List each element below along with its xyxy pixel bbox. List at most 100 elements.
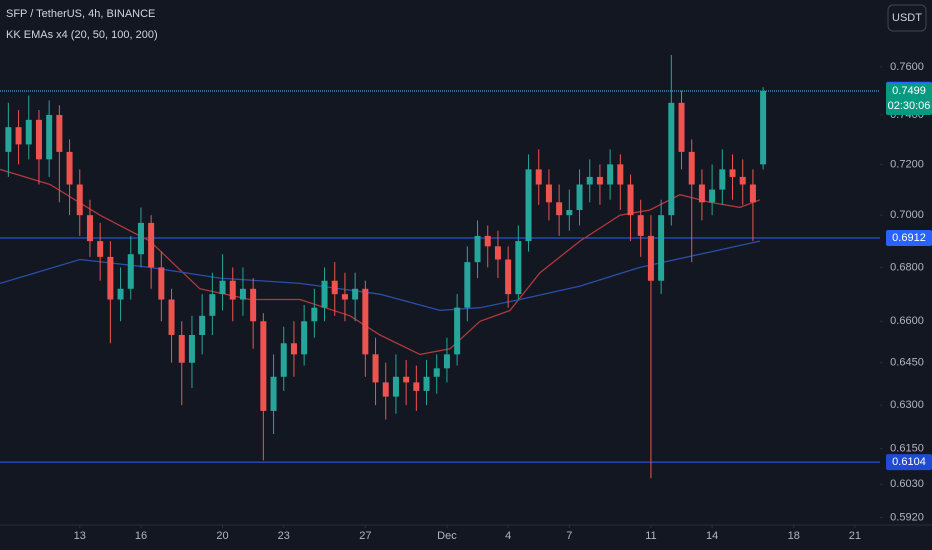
y-tick-label: 0.6450: [890, 357, 924, 369]
candle-body: [372, 354, 379, 383]
candle-body: [239, 288, 246, 300]
candle-body: [229, 280, 236, 300]
candle-body: [56, 114, 63, 152]
candle-body: [627, 184, 634, 216]
candle-body: [46, 114, 53, 160]
candle-body: [658, 215, 665, 281]
candle-body: [127, 254, 134, 289]
x-tick-label: 23: [278, 530, 290, 542]
y-tick-label: 0.5920: [890, 511, 924, 523]
y-tick-label: 0.6030: [890, 478, 924, 490]
candle-body: [647, 235, 654, 281]
countdown-label: 02:30:06: [888, 100, 931, 112]
candle-body: [556, 202, 563, 216]
plot: [0, 55, 880, 479]
candle-body: [607, 164, 614, 185]
candle-body: [668, 102, 675, 216]
x-tick-label: 13: [74, 530, 86, 542]
candle-body: [637, 215, 644, 236]
y-tick-label: 0.7600: [890, 61, 924, 73]
x-tick-label: 7: [566, 530, 572, 542]
candle-body: [188, 334, 195, 363]
candle-body: [515, 241, 522, 295]
candle-body: [749, 184, 756, 203]
x-tick-label: 4: [505, 530, 511, 542]
candle-body: [760, 90, 767, 165]
candle-body: [413, 382, 420, 391]
x-tick-label: 21: [849, 530, 861, 542]
candle-body: [505, 259, 512, 295]
candle-body: [494, 246, 501, 260]
candle-body: [15, 127, 22, 145]
candle-body: [566, 210, 573, 216]
x-tick-label: 27: [359, 530, 371, 542]
candle-body: [97, 241, 104, 257]
candle-body: [250, 288, 257, 322]
candle-body: [729, 169, 736, 177]
candle-body: [76, 184, 83, 216]
candle-body: [137, 222, 144, 255]
candle-body: [66, 151, 73, 185]
y-tick-label: 0.7000: [890, 209, 924, 221]
candle-body: [586, 176, 593, 185]
candle-body: [5, 127, 12, 152]
candle-body: [117, 288, 124, 300]
candle-body: [290, 343, 297, 355]
price-tag-label: 0.6912: [892, 232, 926, 244]
candle-body: [199, 315, 206, 335]
candle-body: [464, 262, 471, 308]
x-tick-label: 18: [788, 530, 800, 542]
candle-body: [474, 235, 481, 263]
candle-body: [25, 119, 32, 145]
y-tick-label: 0.6150: [890, 443, 924, 455]
y-tick-label: 0.6600: [890, 315, 924, 327]
candle-body: [484, 235, 491, 247]
candle-body: [301, 321, 308, 355]
candle-body: [341, 294, 348, 300]
currency-label[interactable]: USDT: [892, 12, 922, 24]
candle-body: [596, 176, 603, 185]
candle-body: [698, 184, 705, 203]
candle-body: [107, 256, 114, 300]
candle-body: [168, 299, 175, 335]
x-tick-label: 20: [216, 530, 228, 542]
candle-body: [576, 184, 583, 211]
candle-body: [321, 280, 328, 308]
candle-body: [403, 376, 410, 383]
x-tick-label: 14: [706, 530, 718, 542]
candle-body: [617, 164, 624, 185]
x-tick-label: Dec: [437, 530, 457, 542]
candle-body: [219, 280, 226, 295]
candle-body: [178, 334, 185, 363]
candle-body: [454, 307, 461, 355]
price-tag-label: 0.6104: [892, 456, 926, 468]
candle-body: [688, 151, 695, 185]
candle-body: [719, 169, 726, 190]
candle-body: [270, 376, 277, 411]
symbol-title: SFP / TetherUS, 4h, BINANCE: [6, 8, 155, 20]
candle-body: [433, 368, 440, 377]
x-tick-label: 11: [645, 530, 656, 542]
candle-body: [535, 169, 542, 185]
candle-body: [331, 280, 338, 295]
candle-body: [209, 294, 216, 316]
x-tick-label: 16: [135, 530, 147, 542]
price-tag: [886, 454, 932, 471]
candle-body: [362, 288, 369, 355]
price-tag: [886, 229, 932, 246]
candle-body: [739, 176, 746, 185]
indicator-label: KK EMAs x4 (20, 50, 100, 200): [6, 29, 158, 41]
candle-body: [382, 382, 389, 397]
candle-body: [678, 102, 685, 152]
candle-body: [545, 184, 552, 203]
candle-body: [148, 222, 155, 268]
candle-body: [35, 119, 42, 160]
y-tick-label: 0.6300: [890, 399, 924, 411]
candle-body: [311, 307, 318, 322]
candle-body: [443, 354, 450, 369]
currency-button[interactable]: [887, 4, 927, 32]
y-tick-label: 0.7200: [890, 158, 924, 170]
candle-body: [158, 267, 165, 300]
